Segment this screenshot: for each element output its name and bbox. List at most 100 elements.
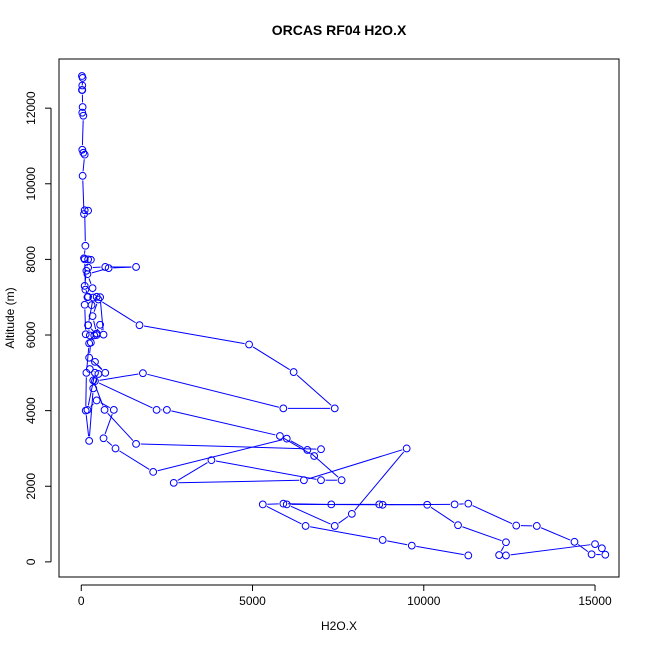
data-point bbox=[82, 266, 91, 275]
series-segment bbox=[290, 505, 331, 525]
series-segment bbox=[99, 373, 139, 381]
series-segment bbox=[510, 544, 591, 556]
data-point bbox=[317, 445, 325, 454]
y-tick-label: 2000 bbox=[24, 473, 38, 500]
data-point bbox=[91, 368, 99, 377]
data-point bbox=[301, 522, 310, 530]
y-tick-label: 12000 bbox=[24, 91, 38, 125]
data-point bbox=[78, 108, 87, 117]
chart-title: ORCAS RF04 H2O.X bbox=[272, 22, 407, 38]
data-point bbox=[92, 331, 101, 339]
data-point bbox=[310, 452, 319, 460]
data-point bbox=[162, 405, 171, 414]
data-point bbox=[81, 330, 90, 339]
data-point bbox=[303, 446, 312, 454]
series-segment bbox=[81, 120, 84, 146]
data-point bbox=[88, 284, 97, 293]
data-point bbox=[597, 544, 606, 553]
series-segment bbox=[106, 440, 113, 446]
data-point bbox=[279, 499, 288, 508]
series-segment bbox=[88, 278, 92, 284]
data-point bbox=[89, 384, 98, 393]
data-point bbox=[464, 499, 473, 508]
series-segment bbox=[354, 451, 405, 511]
data-point bbox=[149, 467, 158, 476]
data-point bbox=[152, 405, 161, 414]
data-point bbox=[279, 404, 288, 413]
data-point bbox=[591, 540, 599, 549]
data-point bbox=[99, 330, 108, 339]
plot-frame bbox=[58, 58, 620, 578]
x-tick-label: 15000 bbox=[578, 594, 612, 608]
data-point bbox=[132, 440, 140, 448]
series-segment bbox=[283, 437, 311, 455]
data-point bbox=[78, 171, 87, 180]
series-segment bbox=[89, 347, 91, 354]
data-point bbox=[139, 369, 147, 378]
data-point bbox=[330, 404, 339, 413]
series-segment bbox=[84, 309, 87, 330]
data-point bbox=[82, 368, 91, 377]
data-point bbox=[96, 320, 105, 329]
series-segment bbox=[97, 364, 103, 370]
series-segment bbox=[82, 159, 85, 172]
series-segment bbox=[252, 346, 290, 371]
data-point bbox=[532, 522, 541, 530]
y-tick-label: 8000 bbox=[24, 246, 38, 273]
series-segment bbox=[82, 180, 85, 210]
series-segment bbox=[577, 544, 589, 553]
data-point bbox=[587, 550, 596, 559]
data-point bbox=[80, 300, 89, 309]
data-point bbox=[85, 353, 94, 362]
data-point bbox=[80, 210, 88, 218]
data-point bbox=[99, 434, 108, 443]
data-point bbox=[169, 478, 178, 487]
y-axis-label: Altitude (m) bbox=[3, 287, 17, 348]
data-point bbox=[80, 254, 88, 263]
series-segment bbox=[100, 301, 104, 331]
data-point bbox=[84, 255, 93, 264]
x-axis: 0 5000 10000 15000 bbox=[78, 584, 612, 608]
data-point bbox=[88, 312, 97, 321]
data-point bbox=[85, 436, 94, 445]
series-segment bbox=[91, 268, 105, 274]
data-point bbox=[327, 500, 336, 509]
series-segment bbox=[93, 303, 98, 312]
series-segment bbox=[472, 505, 513, 525]
x-tick-label: 10000 bbox=[407, 594, 441, 608]
data-point bbox=[276, 432, 284, 440]
series-segment bbox=[462, 526, 502, 542]
data-point bbox=[132, 263, 140, 271]
data-point bbox=[80, 281, 89, 290]
data-point bbox=[78, 103, 87, 111]
series-segment bbox=[177, 462, 208, 481]
series-segment bbox=[107, 412, 134, 441]
data-point bbox=[80, 255, 89, 264]
series-segment bbox=[178, 479, 300, 484]
data-point bbox=[91, 357, 99, 366]
series-segment bbox=[171, 410, 276, 436]
data-point bbox=[289, 368, 298, 376]
data-point bbox=[502, 538, 510, 547]
series-segment bbox=[308, 449, 403, 480]
data-point bbox=[92, 396, 101, 405]
series-layer bbox=[78, 72, 610, 560]
data-point bbox=[92, 292, 101, 301]
series-segment bbox=[102, 301, 136, 324]
data-point bbox=[423, 500, 432, 509]
series-segment bbox=[85, 415, 90, 437]
data-point bbox=[375, 500, 384, 509]
series-segment bbox=[387, 540, 408, 546]
data-point bbox=[109, 405, 118, 414]
data-point bbox=[378, 500, 387, 509]
data-point bbox=[245, 340, 253, 349]
data-point bbox=[378, 536, 387, 544]
x-tick-label: 0 bbox=[78, 594, 85, 608]
data-point bbox=[91, 377, 99, 386]
data-point bbox=[317, 476, 325, 485]
y-axis: 0 2000 4000 6000 8000 10000 12000 bbox=[24, 91, 52, 565]
data-point bbox=[135, 321, 144, 330]
data-point bbox=[502, 551, 510, 560]
series-segment bbox=[84, 214, 86, 242]
